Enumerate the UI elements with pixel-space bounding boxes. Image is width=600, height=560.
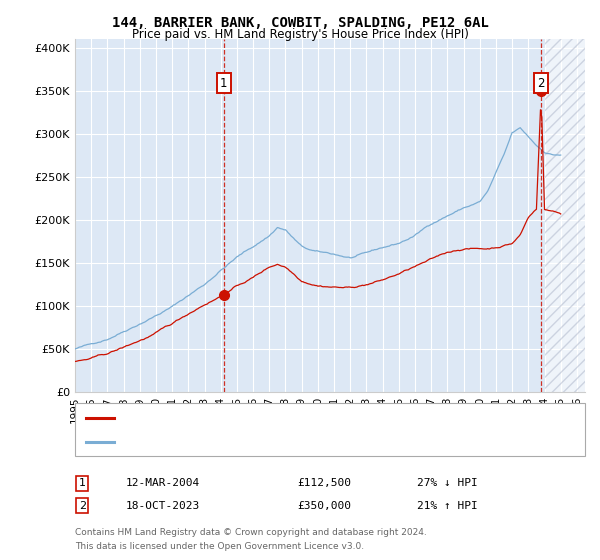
Text: 144, BARRIER BANK, COWBIT, SPALDING, PE12 6AL: 144, BARRIER BANK, COWBIT, SPALDING, PE1…: [112, 16, 488, 30]
Text: £350,000: £350,000: [297, 501, 351, 511]
Text: 21% ↑ HPI: 21% ↑ HPI: [417, 501, 478, 511]
Text: Price paid vs. HM Land Registry's House Price Index (HPI): Price paid vs. HM Land Registry's House …: [131, 28, 469, 41]
Text: 2: 2: [538, 77, 545, 90]
Text: 18-OCT-2023: 18-OCT-2023: [126, 501, 200, 511]
Text: 1: 1: [79, 478, 86, 488]
Text: 144, BARRIER BANK, COWBIT, SPALDING, PE12 6AL (detached house): 144, BARRIER BANK, COWBIT, SPALDING, PE1…: [118, 413, 506, 423]
Text: Contains HM Land Registry data © Crown copyright and database right 2024.: Contains HM Land Registry data © Crown c…: [75, 528, 427, 537]
Bar: [545, 39, 585, 392]
Text: HPI: Average price, detached house, South Holland: HPI: Average price, detached house, Sout…: [118, 437, 424, 447]
Text: 2: 2: [79, 501, 86, 511]
Text: 27% ↓ HPI: 27% ↓ HPI: [417, 478, 478, 488]
Text: This data is licensed under the Open Government Licence v3.0.: This data is licensed under the Open Gov…: [75, 542, 364, 551]
Text: 1: 1: [220, 77, 227, 90]
Text: £112,500: £112,500: [297, 478, 351, 488]
Text: 12-MAR-2004: 12-MAR-2004: [126, 478, 200, 488]
